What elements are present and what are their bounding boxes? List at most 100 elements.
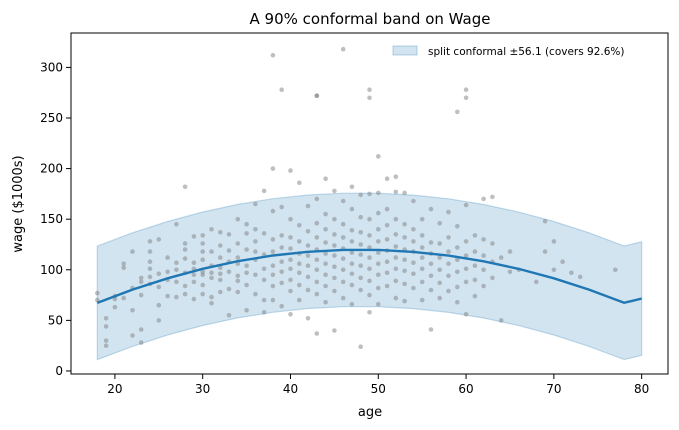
- scatter-point: [367, 278, 372, 284]
- scatter-point: [323, 283, 328, 289]
- scatter-point: [226, 232, 232, 237]
- scatter-point: [156, 237, 162, 242]
- scatter-point: [270, 283, 276, 289]
- scatter-point: [340, 279, 346, 285]
- scatter-point: [156, 271, 162, 277]
- scatter-point: [393, 295, 399, 301]
- scatter-point: [384, 176, 390, 181]
- scatter-point: [367, 191, 372, 197]
- scatter-point: [446, 261, 451, 267]
- scatter-point: [428, 240, 434, 245]
- scatter-point: [332, 232, 337, 237]
- scatter-point: [121, 261, 126, 267]
- scatter-point: [428, 273, 434, 279]
- x-axis-ticks: 20 30 40 50 60 70 80: [107, 374, 649, 396]
- scatter-point: [411, 285, 416, 291]
- scatter-point: [340, 221, 346, 227]
- scatter-point: [551, 267, 557, 273]
- scatter-point: [358, 275, 364, 281]
- scatter-point: [270, 208, 276, 214]
- scatter-point: [182, 241, 188, 246]
- conformal-band: [96, 192, 643, 361]
- scatter-point: [428, 327, 434, 332]
- scatter-point: [279, 303, 285, 309]
- scatter-point: [138, 340, 144, 345]
- scatter-point: [340, 267, 346, 273]
- scatter-point: [288, 288, 293, 294]
- scatter-point: [244, 282, 249, 288]
- scatter-point: [174, 294, 179, 300]
- scatter-point: [297, 261, 302, 267]
- scatter-point: [402, 235, 407, 240]
- scatter-point: [261, 297, 267, 303]
- scatter-point: [402, 190, 407, 196]
- scatter-point: [253, 272, 258, 278]
- x-tick-label: 70: [546, 382, 561, 396]
- scatter-point: [218, 255, 223, 260]
- scatter-point: [376, 250, 381, 255]
- x-axis-label: age: [358, 405, 382, 420]
- scatter-point: [279, 233, 285, 238]
- scatter-point: [305, 316, 311, 321]
- scatter-point: [446, 249, 451, 254]
- scatter-point: [349, 250, 355, 255]
- scatter-point: [218, 271, 223, 277]
- scatter-point: [95, 290, 100, 296]
- scatter-point: [419, 297, 425, 303]
- scatter-point: [138, 327, 144, 332]
- scatter-point: [244, 263, 249, 269]
- scatter-point: [367, 255, 372, 260]
- x-tick-label: 30: [195, 382, 210, 396]
- scatter-point: [261, 231, 267, 236]
- scatter-point: [253, 249, 258, 254]
- scatter-point: [446, 209, 451, 215]
- scatter-point: [481, 196, 486, 202]
- scatter-point: [288, 246, 293, 251]
- scatter-point: [393, 278, 399, 284]
- scatter-point: [577, 274, 583, 280]
- y-tick-label: 200: [40, 162, 63, 176]
- scatter-point: [174, 279, 179, 285]
- x-tick-label: 60: [458, 382, 473, 396]
- scatter-point: [121, 265, 126, 271]
- scatter-point: [218, 265, 223, 271]
- scatter-point: [358, 344, 364, 350]
- scatter-point: [261, 266, 267, 272]
- scatter-point: [358, 230, 364, 235]
- scatter-point: [507, 249, 513, 254]
- scatter-point: [130, 333, 135, 338]
- scatter-point: [156, 284, 162, 290]
- scatter-point: [200, 291, 205, 297]
- scatter-point: [367, 216, 372, 222]
- scatter-point: [165, 255, 170, 260]
- scatter-point: [446, 288, 451, 294]
- scatter-point: [235, 278, 241, 284]
- scatter-point: [297, 180, 302, 186]
- scatter-point: [288, 216, 293, 222]
- scatter-point: [455, 257, 460, 263]
- scatter-point: [314, 291, 320, 297]
- scatter-point: [279, 269, 285, 275]
- scatter-point: [138, 275, 144, 281]
- scatter-point: [481, 237, 486, 242]
- scatter-point: [253, 201, 258, 207]
- scatter-point: [323, 176, 328, 181]
- scatter-point: [174, 260, 179, 266]
- scatter-point: [279, 280, 285, 286]
- scatter-point: [297, 282, 302, 288]
- scatter-point: [358, 252, 364, 257]
- chart-title: A 90% conformal band on Wage: [250, 10, 491, 28]
- scatter-point: [121, 295, 126, 301]
- scatter-point: [305, 229, 311, 234]
- scatter-point: [332, 288, 337, 294]
- scatter-point: [305, 243, 311, 248]
- scatter-point: [384, 270, 390, 276]
- scatter-point: [244, 231, 249, 236]
- scatter-point: [376, 154, 381, 159]
- scatter-point: [437, 280, 443, 286]
- scatter-point: [305, 274, 311, 280]
- scatter-point: [393, 266, 399, 272]
- scatter-point: [376, 261, 381, 267]
- scatter-point: [481, 267, 486, 273]
